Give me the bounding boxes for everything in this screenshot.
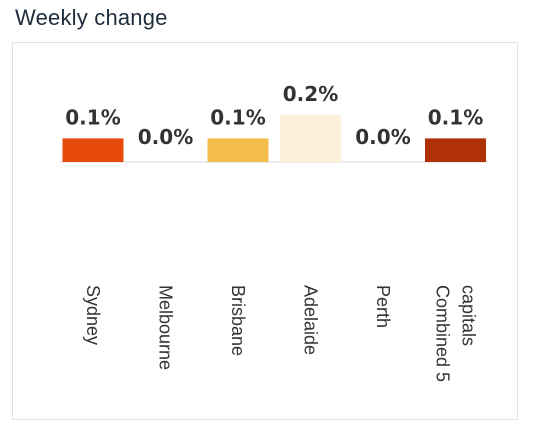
data-label: 0.1%	[65, 105, 120, 129]
category-label: Adelaide	[301, 285, 321, 355]
bar-sydney	[62, 138, 124, 162]
category-label: capitals	[459, 285, 479, 346]
bar-brisbane	[207, 138, 269, 162]
bar-adelaide	[280, 114, 341, 162]
category-label: Brisbane	[228, 285, 248, 356]
data-label: 0.1%	[210, 105, 265, 129]
data-label: 0.2%	[283, 82, 338, 106]
chart-panel	[12, 42, 518, 420]
chart-title: Weekly change	[15, 5, 168, 30]
category-label: Combined 5	[433, 285, 453, 382]
category-label: Melbourne	[156, 285, 176, 370]
data-label: 0.0%	[355, 125, 410, 149]
bar-combined-5-capitals	[425, 138, 486, 162]
category-label: Sydney	[83, 285, 103, 345]
category-label: Perth	[373, 285, 393, 328]
data-label: 0.1%	[428, 105, 483, 129]
data-label: 0.0%	[138, 125, 193, 149]
